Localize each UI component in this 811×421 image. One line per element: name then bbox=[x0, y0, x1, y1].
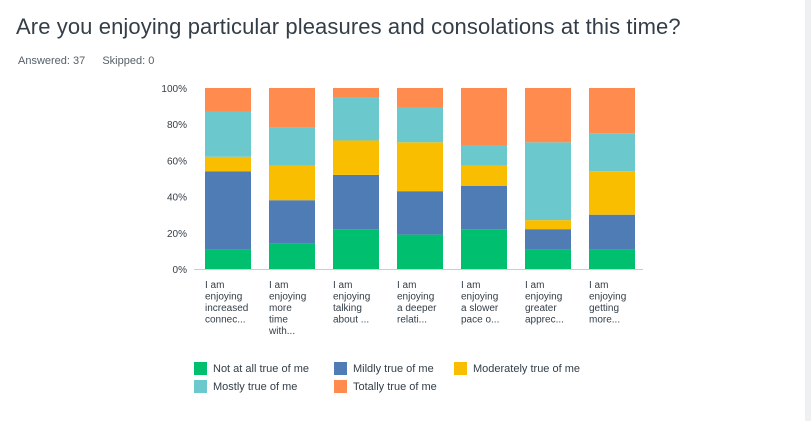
bar-segment-3-totally-true-of-me bbox=[333, 88, 379, 98]
bar-segment-7-mildly-true-of-me bbox=[589, 214, 635, 250]
x-category-label-line: with... bbox=[268, 326, 295, 337]
bar-segment-1-moderately-true-of-me bbox=[205, 156, 251, 172]
y-tick-label: 0% bbox=[173, 265, 188, 276]
y-tick-label: 80% bbox=[167, 120, 187, 131]
x-category-label-line: enjoying bbox=[205, 292, 242, 303]
bar-segment-4-mildly-true-of-me bbox=[397, 191, 443, 235]
legend-swatch bbox=[454, 362, 467, 375]
x-category-label-line: more bbox=[269, 303, 292, 314]
answered-count: Answered: 37 bbox=[18, 55, 86, 67]
legend-swatch bbox=[194, 362, 207, 375]
legend-swatch bbox=[334, 362, 347, 375]
x-category-label-line: enjoying bbox=[269, 292, 306, 303]
legend-label: Mostly true of me bbox=[213, 380, 298, 393]
bar-segment-1-totally-true-of-me bbox=[205, 88, 251, 112]
y-tick-label: 100% bbox=[161, 84, 187, 95]
x-category-label-line: I am bbox=[269, 280, 288, 291]
bar-segment-5-mildly-true-of-me bbox=[461, 185, 507, 230]
x-category-label-line: more... bbox=[589, 315, 620, 326]
bar-segment-5-moderately-true-of-me bbox=[461, 165, 507, 186]
legend-swatch bbox=[194, 380, 207, 393]
bar-segment-4-totally-true-of-me bbox=[397, 88, 443, 108]
bar-segment-6-mostly-true-of-me bbox=[525, 142, 571, 221]
question-title: Are you enjoying particular pleasures an… bbox=[16, 14, 681, 39]
x-category-label-line: getting bbox=[589, 303, 619, 314]
bar-segment-2-moderately-true-of-me bbox=[269, 165, 315, 201]
x-category-label-line: increased bbox=[205, 303, 248, 314]
bar-segment-4-not-at-all-true-of-me bbox=[397, 234, 443, 269]
legend-item: Totally true of me bbox=[334, 380, 437, 393]
x-category-label-line: enjoying bbox=[397, 292, 434, 303]
legend-label: Totally true of me bbox=[353, 380, 437, 393]
bar-segment-5-not-at-all-true-of-me bbox=[461, 229, 507, 269]
bar-segment-5-mostly-true-of-me bbox=[461, 145, 507, 166]
legend-item: Not at all true of me bbox=[194, 362, 309, 375]
x-category-label-line: I am bbox=[397, 280, 416, 291]
x-category-label-line: enjoying bbox=[525, 292, 562, 303]
bar-segment-3-mildly-true-of-me bbox=[333, 174, 379, 230]
bar-segment-5-totally-true-of-me bbox=[461, 88, 507, 146]
x-category-label-line: about ... bbox=[333, 315, 369, 326]
skipped-count: Skipped: 0 bbox=[102, 55, 155, 67]
legend-item: Mildly true of me bbox=[334, 362, 434, 375]
x-category-label-line: enjoying bbox=[589, 292, 626, 303]
bar-segment-7-totally-true-of-me bbox=[589, 88, 635, 134]
x-category-label-line: I am bbox=[461, 280, 480, 291]
bar-segment-2-totally-true-of-me bbox=[269, 88, 315, 128]
x-category-label-line: I am bbox=[589, 280, 608, 291]
x-category-label-line: time bbox=[269, 315, 288, 326]
x-category-label-line: enjoying bbox=[333, 292, 370, 303]
bar-segment-6-not-at-all-true-of-me bbox=[525, 249, 571, 269]
x-category-label-line: I am bbox=[525, 280, 544, 291]
x-category-label-line: talking bbox=[333, 303, 362, 314]
x-category-label-line: greater bbox=[525, 303, 557, 314]
legend-label: Not at all true of me bbox=[213, 362, 309, 375]
bar-segment-7-mostly-true-of-me bbox=[589, 133, 635, 172]
bar-segment-2-not-at-all-true-of-me bbox=[269, 243, 315, 269]
response-summary: Answered: 37 Skipped: 0 bbox=[18, 55, 168, 67]
bar-segment-4-mostly-true-of-me bbox=[397, 107, 443, 143]
x-category-label-line: a deeper bbox=[397, 303, 437, 314]
legend-label: Moderately true of me bbox=[473, 362, 580, 375]
legend-swatch bbox=[334, 380, 347, 393]
x-category-label-line: I am bbox=[333, 280, 352, 291]
bar-segment-3-moderately-true-of-me bbox=[333, 140, 379, 175]
y-tick-label: 40% bbox=[167, 193, 187, 204]
bar-segment-7-not-at-all-true-of-me bbox=[589, 249, 635, 269]
bar-segment-6-totally-true-of-me bbox=[525, 88, 571, 143]
bar-segment-4-moderately-true-of-me bbox=[397, 142, 443, 192]
x-category-label-line: pace o... bbox=[461, 315, 499, 326]
bar-segment-6-moderately-true-of-me bbox=[525, 220, 571, 230]
bar-segment-2-mildly-true-of-me bbox=[269, 200, 315, 244]
y-tick-label: 60% bbox=[167, 156, 187, 167]
x-category-label-line: a slower bbox=[461, 303, 499, 314]
legend-item: Moderately true of me bbox=[454, 362, 580, 375]
x-category-label-line: enjoying bbox=[461, 292, 498, 303]
legend-item: Mostly true of me bbox=[194, 380, 297, 393]
legend-label: Mildly true of me bbox=[353, 362, 434, 375]
bar-segment-1-not-at-all-true-of-me bbox=[205, 249, 251, 269]
bar-segment-6-mildly-true-of-me bbox=[525, 229, 571, 250]
x-category-label-line: connec... bbox=[205, 315, 246, 326]
y-tick-label: 20% bbox=[167, 229, 187, 240]
bar-segment-3-not-at-all-true-of-me bbox=[333, 229, 379, 269]
bar-segment-3-mostly-true-of-me bbox=[333, 97, 379, 141]
x-category-label-line: apprec... bbox=[525, 315, 564, 326]
bar-segment-7-moderately-true-of-me bbox=[589, 171, 635, 215]
bar-segment-1-mostly-true-of-me bbox=[205, 111, 251, 157]
x-category-label-line: I am bbox=[205, 280, 224, 291]
bar-segment-2-mostly-true-of-me bbox=[269, 127, 315, 166]
bar-segment-1-mildly-true-of-me bbox=[205, 171, 251, 250]
x-category-label-line: relati... bbox=[397, 315, 427, 326]
